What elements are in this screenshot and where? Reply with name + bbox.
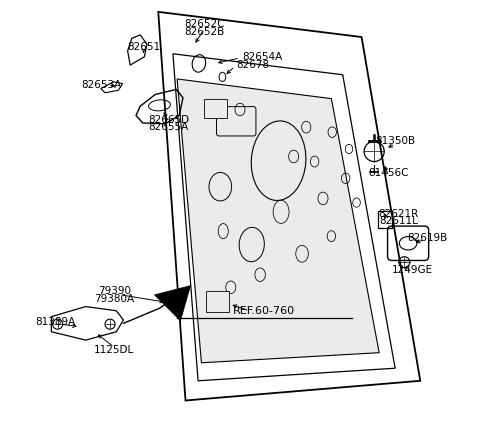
Bar [204, 100, 228, 118]
Text: 82653A: 82653A [82, 80, 122, 90]
Text: 79390: 79390 [98, 287, 131, 297]
Text: 82619B: 82619B [408, 233, 448, 243]
Text: 1249GE: 1249GE [392, 265, 433, 275]
Text: 81350B: 81350B [375, 135, 415, 146]
Bar [205, 292, 229, 312]
Polygon shape [155, 286, 191, 321]
Text: 82655A: 82655A [149, 122, 189, 132]
Text: 82652C: 82652C [184, 19, 225, 30]
Text: 82665D: 82665D [148, 115, 189, 124]
Text: 82678: 82678 [236, 60, 269, 70]
Text: 81456C: 81456C [369, 168, 409, 178]
Text: 81389A: 81389A [36, 317, 76, 327]
Text: 82652B: 82652B [184, 27, 225, 37]
Text: 82621R: 82621R [378, 209, 419, 219]
Polygon shape [177, 79, 379, 363]
Text: 79380A: 79380A [94, 294, 134, 304]
FancyBboxPatch shape [216, 107, 256, 136]
Text: REF.60-760: REF.60-760 [233, 306, 295, 316]
Text: 82611L: 82611L [379, 216, 418, 227]
Text: 1125DL: 1125DL [94, 345, 134, 355]
Text: 82651: 82651 [127, 42, 160, 51]
Text: 82654A: 82654A [242, 52, 282, 62]
